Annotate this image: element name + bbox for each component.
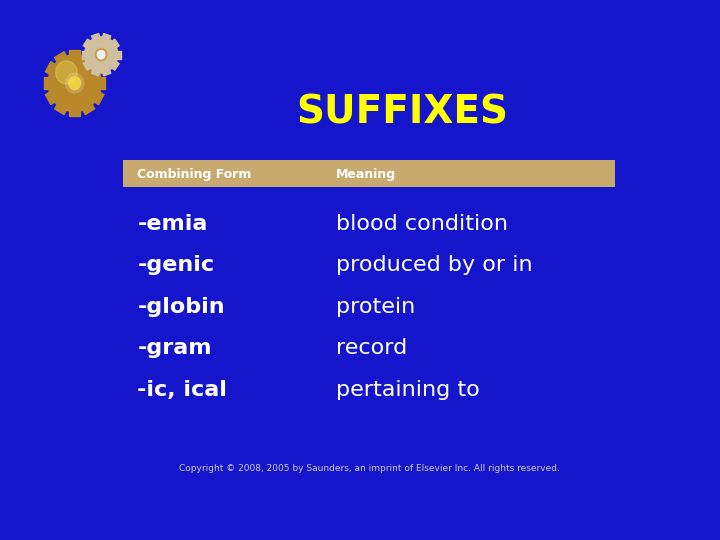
Bar xyxy=(45,90,58,105)
Bar xyxy=(44,77,53,89)
Bar xyxy=(114,51,121,59)
Bar xyxy=(91,33,101,42)
Text: blood condition: blood condition xyxy=(336,214,508,234)
Bar xyxy=(91,90,104,105)
Text: Copyright © 2008, 2005 by Saunders, an imprint of Elsevier Inc. All rights reser: Copyright © 2008, 2005 by Saunders, an i… xyxy=(179,464,559,472)
Text: -gram: -gram xyxy=(138,339,212,359)
Text: Meaning: Meaning xyxy=(336,168,396,181)
Bar xyxy=(91,62,104,76)
Bar xyxy=(91,68,101,76)
Circle shape xyxy=(55,61,77,84)
Bar xyxy=(110,60,119,70)
FancyBboxPatch shape xyxy=(124,160,615,187)
Text: -genic: -genic xyxy=(138,255,215,275)
Circle shape xyxy=(68,77,81,90)
Circle shape xyxy=(66,73,84,93)
Bar xyxy=(69,50,80,59)
Circle shape xyxy=(97,51,105,59)
Text: -ic, ical: -ic, ical xyxy=(138,380,228,400)
Bar xyxy=(55,52,68,65)
Bar xyxy=(84,60,92,70)
Bar xyxy=(102,33,111,42)
Bar xyxy=(97,77,105,89)
Text: record: record xyxy=(336,339,407,359)
Circle shape xyxy=(95,49,107,61)
Bar xyxy=(102,68,111,76)
Text: SUFFIXES: SUFFIXES xyxy=(297,93,508,132)
Text: -globin: -globin xyxy=(138,297,225,317)
Text: -emia: -emia xyxy=(138,214,208,234)
Bar xyxy=(81,101,94,114)
Bar xyxy=(55,101,68,114)
Circle shape xyxy=(48,55,101,112)
Bar xyxy=(110,39,119,49)
Text: Combining Form: Combining Form xyxy=(138,168,252,181)
Circle shape xyxy=(84,37,117,72)
Bar xyxy=(81,51,88,59)
Bar xyxy=(45,62,58,76)
Bar xyxy=(84,39,92,49)
Bar xyxy=(69,107,80,116)
Text: pertaining to: pertaining to xyxy=(336,380,480,400)
Text: produced by or in: produced by or in xyxy=(336,255,532,275)
Bar xyxy=(81,52,94,65)
Text: protein: protein xyxy=(336,297,415,317)
